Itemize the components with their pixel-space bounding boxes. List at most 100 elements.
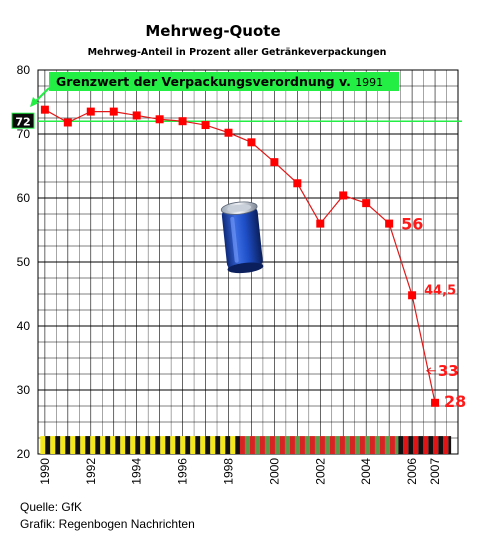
- band-stripe: [200, 436, 206, 454]
- data-point: [155, 115, 164, 124]
- bottom-color-band: [40, 436, 452, 454]
- y-tick-label: 60: [17, 191, 31, 205]
- y-tick-label: 30: [17, 383, 31, 397]
- band-stripe: [180, 436, 186, 454]
- band-stripe: [105, 436, 111, 454]
- band-stripe: [135, 436, 141, 454]
- band-stripe: [120, 436, 126, 454]
- band-stripe: [75, 436, 81, 454]
- data-point: [362, 199, 371, 208]
- band-stripe: [384, 436, 390, 454]
- band-stripe: [140, 436, 146, 454]
- y-axis-ticks: 20 30 40 50 60 70 80: [17, 63, 31, 461]
- band-stripe: [299, 436, 305, 454]
- reference-arrowhead: [30, 97, 39, 107]
- band-stripe: [220, 436, 226, 454]
- band-stripe: [329, 436, 335, 454]
- band-stripe: [413, 436, 419, 454]
- band-stripe: [60, 436, 66, 454]
- data-point: [132, 111, 141, 120]
- band-stripe: [175, 436, 181, 454]
- band-stripe: [319, 436, 325, 454]
- band-stripe: [374, 436, 380, 454]
- band-stripe: [85, 436, 91, 454]
- band-stripe: [448, 436, 452, 454]
- band-stripe: [239, 436, 245, 454]
- band-stripe: [403, 436, 409, 454]
- x-tick-label: 2000: [267, 458, 281, 485]
- beverage-can-icon: [220, 201, 264, 274]
- data-label: 44,5: [424, 283, 456, 298]
- band-stripe: [344, 436, 350, 454]
- data-label: 28: [444, 392, 466, 411]
- data-point: [86, 107, 95, 116]
- band-stripe: [443, 436, 449, 454]
- band-stripe: [314, 436, 320, 454]
- band-stripe: [244, 436, 250, 454]
- data-label: 33: [438, 362, 459, 380]
- band-stripe: [249, 436, 255, 454]
- reference-label: Grenzwert der Verpackungsverordnung v. 1…: [56, 74, 383, 89]
- band-stripe: [364, 436, 370, 454]
- band-stripe: [65, 436, 71, 454]
- band-stripe: [205, 436, 211, 454]
- data-point: [408, 291, 417, 300]
- data-point: [293, 179, 302, 188]
- band-stripe: [438, 436, 444, 454]
- data-point: [247, 138, 256, 147]
- band-stripe: [165, 436, 171, 454]
- band-stripe: [55, 436, 61, 454]
- data-point: [178, 117, 187, 126]
- band-stripe: [359, 436, 365, 454]
- band-stripe: [115, 436, 121, 454]
- band-stripe: [304, 436, 310, 454]
- band-stripe: [418, 436, 424, 454]
- x-tick-label: 1990: [38, 458, 52, 485]
- band-stripe: [279, 436, 285, 454]
- band-stripe: [225, 436, 231, 454]
- band-stripe: [40, 436, 46, 454]
- band-stripe: [433, 436, 439, 454]
- band-stripe: [50, 436, 56, 454]
- band-stripe: [130, 436, 136, 454]
- data-point: [431, 398, 440, 407]
- band-stripe: [408, 436, 414, 454]
- band-stripe: [423, 436, 429, 454]
- band-stripe: [80, 436, 86, 454]
- y-tick-label: 50: [17, 255, 31, 269]
- x-tick-label: 2007: [428, 458, 442, 485]
- band-stripe: [145, 436, 151, 454]
- reference-label-box: [49, 72, 399, 91]
- x-tick-label: 1998: [221, 458, 235, 485]
- x-tick-label: 2006: [405, 458, 419, 485]
- chart-subtitle: Mehrweg-Anteil in Prozent aller Getränke…: [88, 47, 387, 58]
- x-tick-label: 2004: [359, 458, 373, 485]
- band-stripe: [110, 436, 116, 454]
- reference-line: 72 Grenzwert der Verpackungsverordnung v.…: [11, 72, 462, 129]
- band-stripe: [150, 436, 156, 454]
- reference-label-year: 1991: [355, 76, 383, 89]
- band-stripe: [155, 436, 161, 454]
- x-tick-label: 1992: [84, 458, 98, 485]
- band-stripe: [235, 436, 240, 454]
- data-point: [201, 121, 210, 130]
- data-markers: [40, 105, 440, 407]
- credit-note: Grafik: Regenbogen Nachrichten: [20, 517, 195, 531]
- data-point: [339, 191, 348, 200]
- band-stripe: [125, 436, 131, 454]
- y-tick-label: 40: [17, 319, 31, 333]
- band-stripe: [259, 436, 265, 454]
- reference-badge: [11, 112, 35, 129]
- chart-title: Mehrweg-Quote: [145, 22, 280, 40]
- band-stripe: [334, 436, 340, 454]
- band-stripe: [190, 436, 196, 454]
- x-tick-label: 2002: [313, 458, 327, 485]
- band-stripe: [185, 436, 191, 454]
- band-stripe: [95, 436, 101, 454]
- band-stripe: [324, 436, 330, 454]
- data-point: [316, 219, 325, 228]
- band-stripe: [294, 436, 300, 454]
- data-point: [63, 118, 72, 127]
- data-point: [109, 107, 118, 116]
